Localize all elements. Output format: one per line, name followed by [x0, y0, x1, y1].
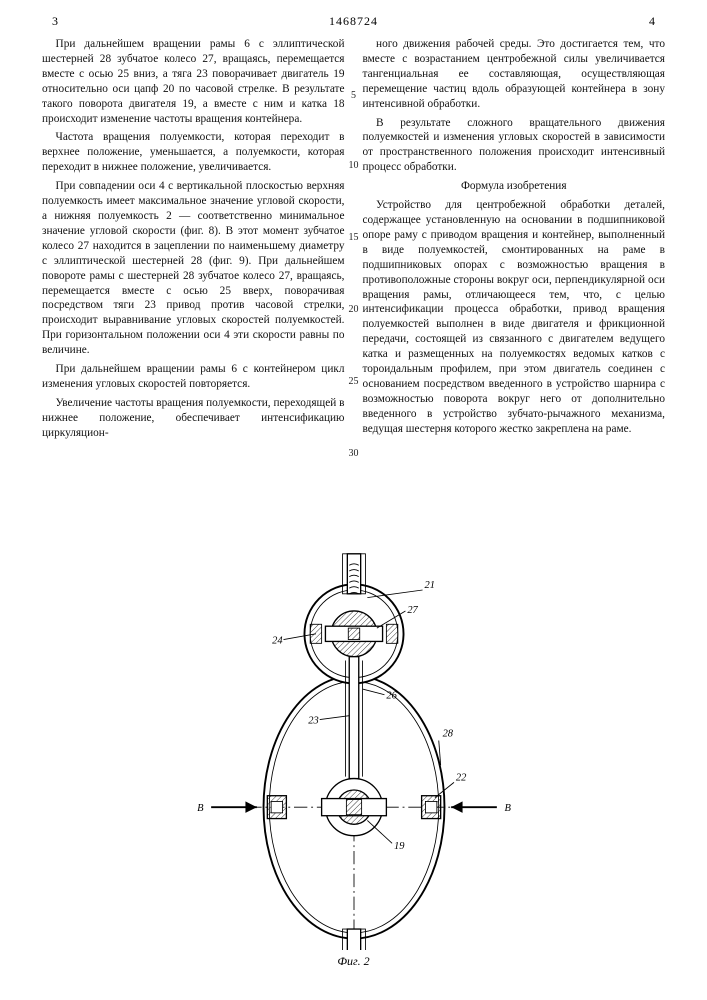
paragraph: Увеличение частоты вращения полуемкости,…	[42, 396, 345, 441]
svg-text:В: В	[197, 803, 204, 814]
paragraph: При дальнейшем вращении рамы 6 с эллипти…	[42, 37, 345, 126]
claims-heading: Формула изобретения	[363, 179, 666, 194]
paragraph: Частота вращения полуемкости, которая пе…	[42, 130, 345, 175]
left-column: При дальнейшем вращении рамы 6 с эллипти…	[42, 37, 345, 535]
svg-text:19: 19	[394, 841, 405, 852]
svg-text:26: 26	[386, 691, 397, 702]
page-number-left: 3	[52, 14, 82, 29]
svg-text:21: 21	[424, 580, 434, 591]
line-number: 5	[345, 90, 363, 101]
svg-text:24: 24	[272, 635, 282, 646]
paragraph: При совпадении оси 4 с вертикальной плос…	[42, 179, 345, 358]
svg-text:22: 22	[455, 772, 465, 783]
svg-text:В: В	[504, 803, 511, 814]
text-columns: При дальнейшем вращении рамы 6 с эллипти…	[42, 37, 665, 535]
line-number: 15	[345, 232, 363, 243]
figure-2: 21 27 24 26 23 28 22 19 В В Фиг. 2	[0, 550, 707, 990]
line-number: 20	[345, 304, 363, 315]
svg-text:28: 28	[442, 729, 453, 740]
right-column: ного движения рабочей среды. Это достига…	[363, 37, 666, 535]
line-number: 30	[345, 448, 363, 459]
paragraph: ного движения рабочей среды. Это достига…	[363, 37, 666, 112]
figure-svg: 21 27 24 26 23 28 22 19 В В	[174, 550, 534, 950]
page-root: 3 1468724 4 5 10 15 20 25 30 При дальней…	[0, 0, 707, 1000]
line-number: 10	[345, 160, 363, 171]
page-header: 3 1468724 4	[42, 14, 665, 29]
document-number: 1468724	[82, 14, 625, 29]
paragraph: При дальнейшем вращении рамы 6 с контейн…	[42, 362, 345, 392]
paragraph: В результате сложного вращательного движ…	[363, 116, 666, 176]
svg-text:27: 27	[407, 605, 418, 616]
line-number: 25	[345, 376, 363, 387]
figure-caption: Фиг. 2	[0, 954, 707, 969]
paragraph: Устройство для центробежной обработки де…	[363, 198, 666, 437]
page-number-right: 4	[625, 14, 655, 29]
svg-text:23: 23	[308, 715, 318, 726]
